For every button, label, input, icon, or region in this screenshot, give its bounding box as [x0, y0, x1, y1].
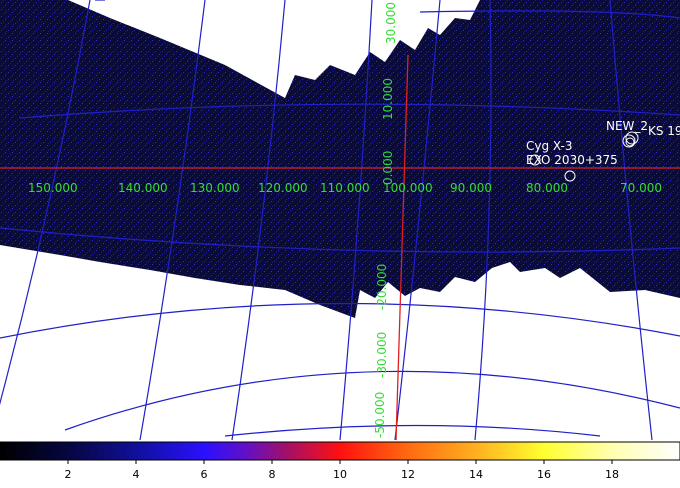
circle-icon[interactable] [625, 137, 635, 147]
lon-label: 130.000 [190, 181, 240, 195]
circle-icon[interactable] [625, 131, 639, 145]
longitude-labels: 150.000 140.000 130.000 120.000 110.000 … [28, 181, 662, 195]
lat-label: -30.000 [375, 332, 389, 378]
colorbar-tick-label: 8 [269, 468, 276, 481]
exposure-region [0, 0, 680, 318]
source-label-exo: EXO 2030+375 [526, 153, 618, 167]
circle-icon[interactable] [564, 170, 576, 182]
colorbar-tick-label: 14 [469, 468, 483, 481]
longitude-axis [395, 54, 409, 440]
lon-label: 110.000 [320, 181, 370, 195]
colorbar-tick-label: 16 [537, 468, 551, 481]
colorbar-tick-label: 6 [201, 468, 208, 481]
lat-label: -20.000 [375, 264, 389, 310]
coordinate-grid [0, 0, 680, 440]
colorbar-gradient [0, 441, 680, 461]
lat-label: 10.000 [381, 78, 395, 120]
colorbar-svg: 2 4 6 8 10 12 14 16 18 [0, 441, 680, 481]
lon-label: 100.000 [383, 181, 433, 195]
lat-label: 30.000 [384, 2, 398, 44]
lon-label: 90.000 [450, 181, 492, 195]
source-labels: Cyg X-3 EXO 2030+375 NEW_2 KS 19 [526, 119, 680, 167]
colorbar-tick-labels: 2 4 6 8 10 12 14 16 18 [65, 468, 620, 481]
colorbar-tick-label: 18 [605, 468, 619, 481]
latitude-labels: 30.000 10.000 0.000 -20.000 -30.000 -50.… [373, 2, 398, 438]
lon-label: 120.000 [258, 181, 308, 195]
colorbar-tick-label: 10 [333, 468, 347, 481]
sky-image-viewer[interactable]: 150.000 140.000 130.000 120.000 110.000 … [0, 0, 680, 440]
lat-label: -50.000 [373, 392, 387, 438]
lon-label: 70.000 [620, 181, 662, 195]
lat-label: 0.000 [381, 151, 395, 185]
source-label-new2: NEW_2 [606, 119, 648, 133]
colorbar-tick-label: 12 [401, 468, 415, 481]
colorbar-tick-label: 2 [65, 468, 72, 481]
colorbar-tick-label: 4 [133, 468, 140, 481]
lon-label: 140.000 [118, 181, 168, 195]
colorbar-ticks [67, 460, 613, 464]
source-label-cyg-x3: Cyg X-3 [526, 139, 573, 153]
source-markers [529, 131, 639, 182]
source-label-ks19: KS 19 [648, 124, 680, 138]
circle-icon[interactable] [622, 134, 636, 148]
lon-label: 150.000 [28, 181, 78, 195]
circle-icon[interactable] [529, 154, 541, 166]
lon-label: 80.000 [526, 181, 568, 195]
sky-map[interactable]: 150.000 140.000 130.000 120.000 110.000 … [0, 0, 680, 440]
colorbar[interactable]: 2 4 6 8 10 12 14 16 18 [0, 440, 680, 488]
